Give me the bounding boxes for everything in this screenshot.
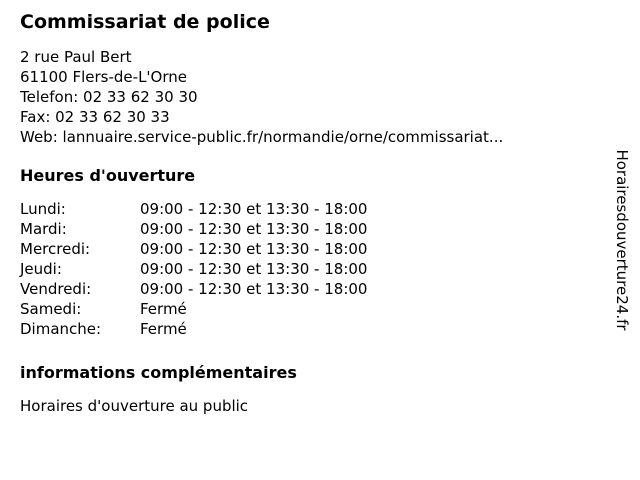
hours-value: 09:00 - 12:30 et 13:30 - 18:00 [140,260,368,278]
main-content: Commissariat de police 2 rue Paul Bert 6… [20,11,600,415]
hours-value: 09:00 - 12:30 et 13:30 - 18:00 [140,240,368,258]
contact-block: 2 rue Paul Bert 61100 Flers-de-L'Orne Te… [20,47,600,147]
opening-hours-heading: Heures d'ouverture [20,166,196,185]
table-row: Jeudi: 09:00 - 12:30 et 13:30 - 18:00 [20,259,600,279]
hours-value: 09:00 - 12:30 et 13:30 - 18:00 [140,200,368,218]
table-row: Mercredi: 09:00 - 12:30 et 13:30 - 18:00 [20,239,600,259]
hours-value: 09:00 - 12:30 et 13:30 - 18:00 [140,220,368,238]
phone-line: Telefon: 02 33 62 30 30 [20,88,198,106]
page-title: Commissariat de police [20,11,270,33]
additional-info-text: Horaires d'ouverture au public [20,397,249,415]
opening-hours-table: Lundi: 09:00 - 12:30 et 13:30 - 18:00 Ma… [20,199,600,339]
fax-line: Fax: 02 33 62 30 33 [20,108,170,126]
day-label: Samedi: [20,300,82,318]
day-label: Mercredi: [20,240,91,258]
table-row: Dimanche: Fermé [20,319,600,339]
web-line: Web: lannuaire.service-public.fr/normand… [20,128,504,146]
day-label: Mardi: [20,220,67,238]
day-label: Vendredi: [20,280,92,298]
address-line-street: 2 rue Paul Bert [20,48,132,66]
table-row: Samedi: Fermé [20,299,600,319]
watermark-site-label: Horairesdouverture24.fr [613,149,631,331]
hours-value: Fermé [140,320,187,338]
hours-value: 09:00 - 12:30 et 13:30 - 18:00 [140,280,368,298]
hours-value: Fermé [140,300,187,318]
address-line-city: 61100 Flers-de-L'Orne [20,68,187,86]
table-row: Mardi: 09:00 - 12:30 et 13:30 - 18:00 [20,219,600,239]
day-label: Jeudi: [20,260,62,278]
day-label: Lundi: [20,200,66,218]
day-label: Dimanche: [20,320,102,338]
table-row: Vendredi: 09:00 - 12:30 et 13:30 - 18:00 [20,279,600,299]
additional-info-heading: informations complémentaires [20,363,297,382]
table-row: Lundi: 09:00 - 12:30 et 13:30 - 18:00 [20,199,600,219]
